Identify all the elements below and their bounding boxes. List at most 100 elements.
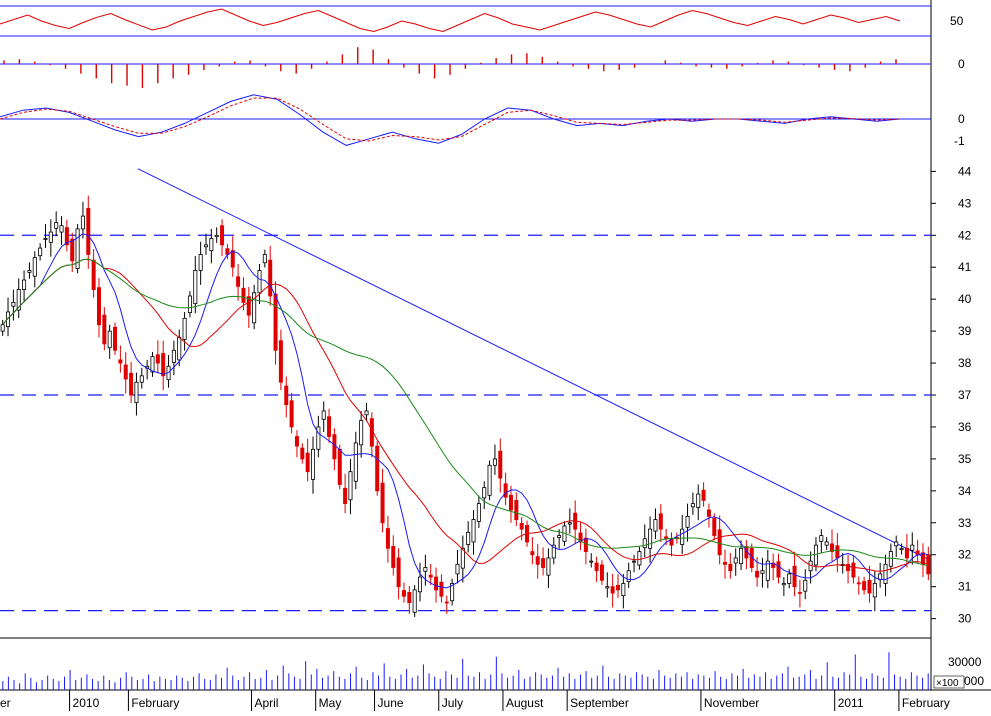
candle-body [503, 483, 508, 498]
candle-body [305, 452, 310, 473]
candle-body [161, 353, 166, 377]
candle-body [177, 337, 182, 361]
candle-body [824, 541, 829, 546]
candle-body [268, 259, 273, 297]
candle-body [733, 557, 738, 564]
x-tick-label: July [442, 696, 463, 710]
candle-body [899, 547, 904, 551]
price-tick-label: 42 [958, 228, 972, 242]
candle-body [551, 544, 556, 559]
candle-body [80, 215, 85, 230]
candle-body [856, 582, 861, 585]
price-tick-label: 43 [958, 196, 972, 210]
candle-body [16, 289, 21, 311]
candle-body [262, 254, 267, 264]
candle-body [455, 563, 460, 575]
candle-body [187, 295, 192, 313]
oscillator-series-line [0, 8, 901, 33]
price-tick-label: 40 [958, 292, 972, 306]
candle-body [118, 359, 123, 364]
candle-body [412, 589, 417, 613]
candle-body [171, 349, 176, 363]
candle-body [904, 547, 909, 559]
price-tick-label: 41 [958, 260, 972, 274]
candle-body [685, 515, 690, 528]
candle-body [476, 503, 481, 522]
volume-unit-box [933, 675, 965, 689]
candle-body [391, 546, 396, 568]
candle-body [498, 450, 503, 479]
candle-body [375, 445, 380, 492]
candle-body [637, 551, 642, 566]
candle-body [198, 254, 203, 271]
trend-line [137, 168, 930, 560]
candle-body [739, 547, 744, 565]
candle-body [385, 528, 390, 549]
x-tick-label: November [704, 696, 759, 710]
x-tick-label: May [319, 696, 342, 710]
ma-mid-line [2, 258, 929, 572]
candle-body [407, 592, 412, 604]
x-tick-label: August [506, 696, 544, 710]
price-tick-label: 34 [958, 484, 972, 498]
candle-body [193, 270, 198, 305]
candle-body [150, 356, 155, 373]
candle-body [487, 464, 492, 496]
candle-body [508, 494, 513, 511]
x-tick-label: 2010 [73, 696, 100, 710]
candle-body [830, 543, 835, 552]
candle-body [567, 522, 572, 525]
candle-body [321, 410, 326, 420]
candle-body [541, 558, 546, 568]
candle-body [401, 590, 406, 597]
ma-long-line [2, 258, 929, 567]
candle-body [653, 519, 658, 532]
candle-body [755, 570, 760, 578]
macd-tick-label: 0 [958, 112, 965, 126]
candle-body [615, 585, 620, 591]
candle-body [872, 583, 877, 598]
candle-body [578, 532, 583, 543]
price-tick-label: 35 [958, 452, 972, 466]
candle-body [557, 535, 562, 538]
candle-body [439, 581, 444, 597]
candle-body [894, 541, 899, 547]
candle-body [621, 583, 626, 597]
candle-body [712, 517, 717, 536]
candle-body [803, 579, 808, 592]
candle-body [428, 574, 433, 578]
candle-body [155, 354, 160, 364]
candle-body [107, 330, 112, 349]
candle-body [632, 560, 637, 563]
candle-body [546, 557, 551, 576]
candle-body [765, 560, 770, 581]
candle-body [819, 535, 824, 542]
candle-body [311, 448, 316, 480]
candle-body [460, 547, 465, 569]
candle-body [364, 410, 369, 416]
candle-body [835, 545, 840, 559]
candle-body [706, 509, 711, 517]
candle-body [27, 270, 32, 273]
candle-body [6, 311, 11, 328]
candle-body [423, 567, 428, 572]
candle-body [54, 222, 59, 229]
candle-body [359, 420, 364, 446]
macd-signal-line [0, 97, 901, 142]
candle-body [418, 576, 423, 593]
x-tick-label-partial: er [0, 696, 11, 710]
candle-body [209, 238, 214, 252]
candle-body [610, 586, 615, 594]
candle-body [380, 482, 385, 524]
candle-body [214, 234, 219, 237]
candle-body [680, 528, 685, 545]
candle-body [96, 287, 101, 326]
candle-body [701, 489, 706, 501]
candle-body [728, 563, 733, 572]
candle-body [690, 503, 695, 508]
macd-line [0, 94, 901, 146]
price-tick-label: 44 [958, 164, 972, 178]
candle-body [348, 471, 353, 501]
candle-body [813, 544, 818, 566]
